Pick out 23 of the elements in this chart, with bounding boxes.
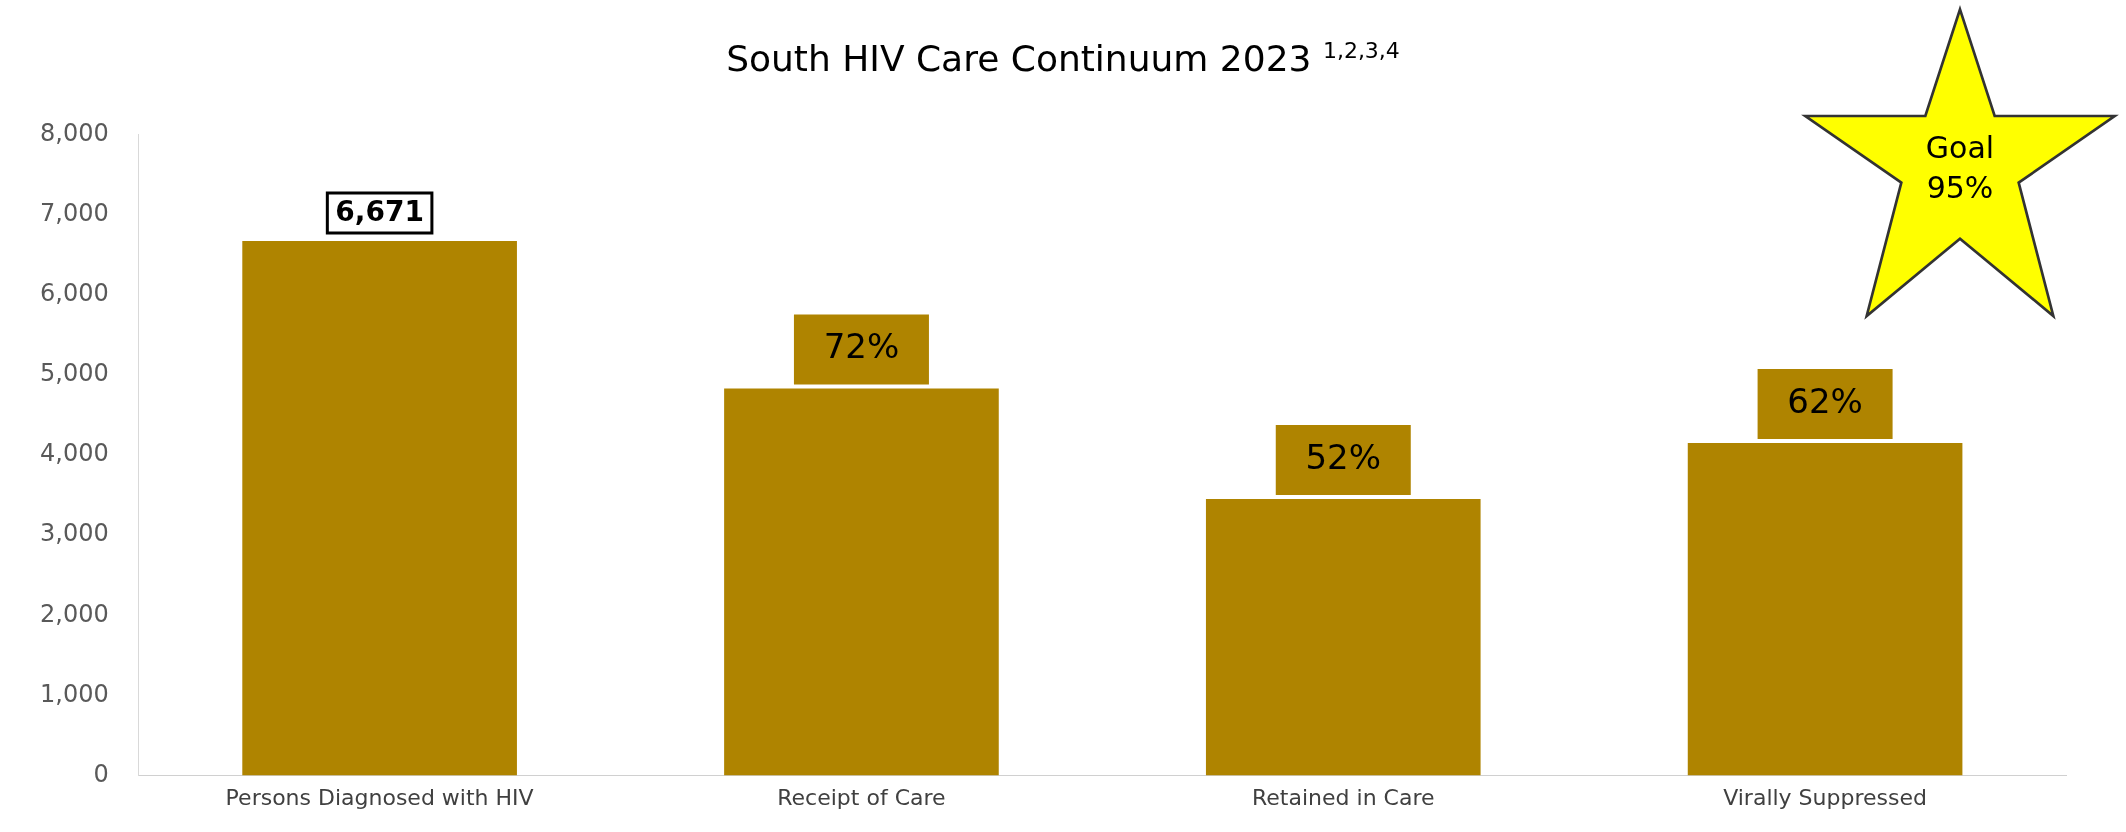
x-tick-label: Persons Diagnosed with HIV xyxy=(225,784,534,810)
y-tick-label: 1,000 xyxy=(39,679,109,708)
x-tick-label: Receipt of Care xyxy=(777,784,946,810)
bar xyxy=(242,240,517,776)
y-tick-label: 5,000 xyxy=(39,359,109,388)
x-tick-label: Virally Suppressed xyxy=(1723,784,1927,810)
annotation: 72% xyxy=(823,326,900,367)
y-tick-label: 0 xyxy=(93,759,109,788)
y-tick-label: 8,000 xyxy=(39,118,109,147)
chart-title: South HIV Care Continuum 2023 $^{1,2,3,4}$ xyxy=(725,38,1401,79)
y-tick-label: 2,000 xyxy=(39,599,109,628)
y-tick-label: 7,000 xyxy=(39,198,109,227)
bar xyxy=(1205,499,1481,776)
data-label: 6,671 xyxy=(335,195,424,229)
bar xyxy=(724,388,999,776)
bar xyxy=(1687,442,1963,776)
y-tick-label: 6,000 xyxy=(39,278,109,307)
annotation: Goal 95% xyxy=(1924,129,1996,207)
annotation: 62% xyxy=(1787,380,1863,421)
y-tick-label: 3,000 xyxy=(39,519,109,548)
annotation: 52% xyxy=(1305,436,1382,477)
y-tick-label: 4,000 xyxy=(39,439,109,468)
x-tick-label: Retained in Care xyxy=(1252,784,1435,810)
